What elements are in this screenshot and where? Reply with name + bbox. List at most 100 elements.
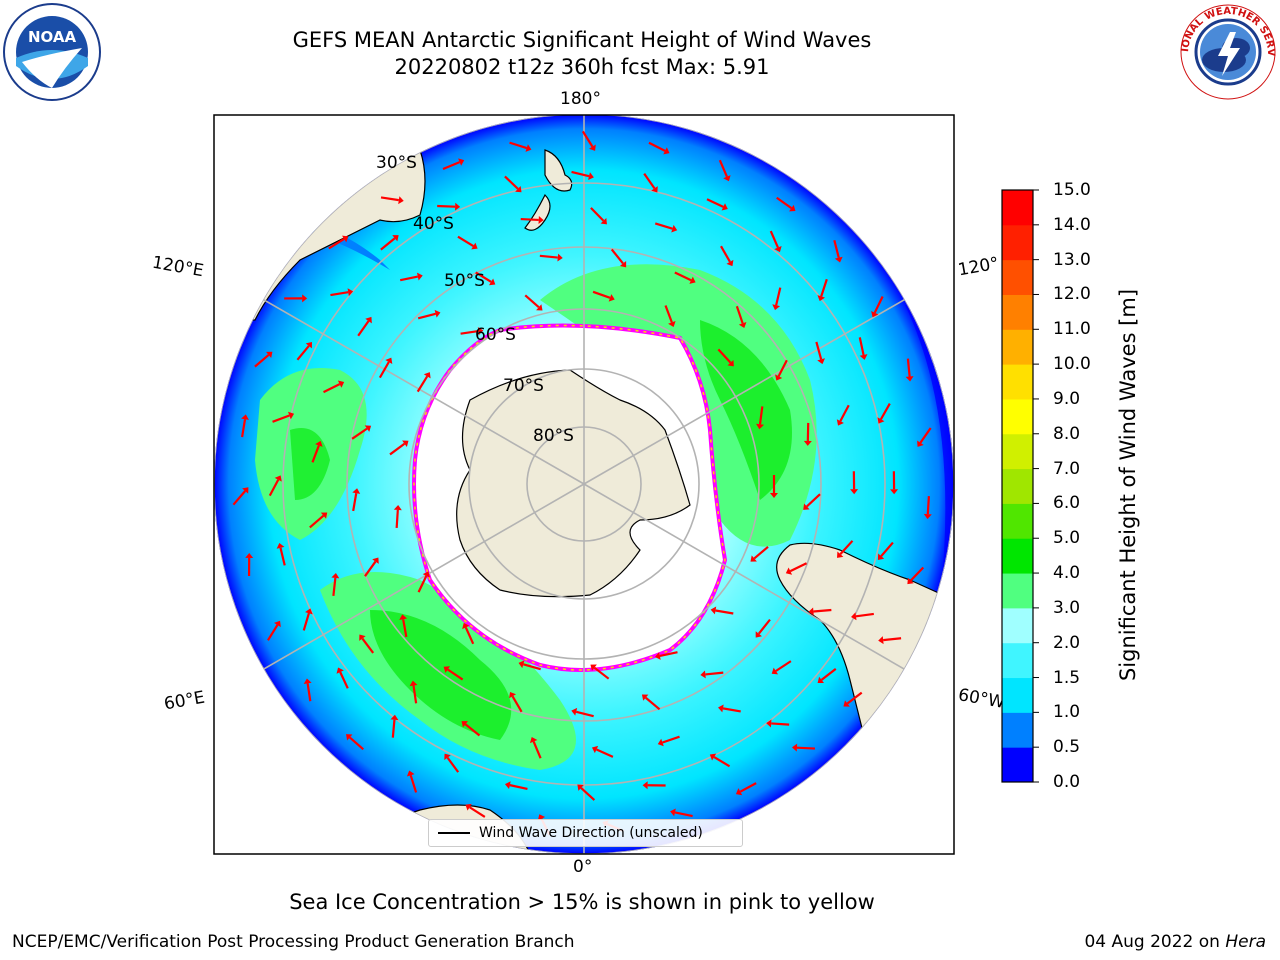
sea-ice-region [412, 323, 728, 672]
colorbar-segment [1002, 642, 1033, 679]
wave-direction-arrow [750, 545, 769, 562]
wave-direction-arrow [755, 618, 771, 638]
wave-direction-arrow [331, 572, 340, 596]
wave-direction-arrow [352, 488, 361, 512]
wave-direction-arrow [808, 607, 832, 616]
wave-direction-arrow [890, 471, 899, 495]
wave-direction-arrow [336, 667, 349, 689]
wave-direction-arrow [460, 327, 484, 336]
wave-direction-arrow [718, 704, 741, 713]
wave-direction-arrow [359, 634, 375, 654]
wave-direction-arrow [664, 305, 676, 328]
colorbar-tick-label: 14.0 [1053, 214, 1091, 235]
chart-subtitle: 20220802 t12z 360h fcst Max: 5.91 [394, 55, 770, 79]
footer-date: 04 Aug 2022 on Hera [1084, 932, 1266, 952]
wave-direction-arrow [266, 620, 281, 641]
footer-host: Hera [1225, 932, 1266, 952]
wave-direction-arrow [770, 475, 778, 498]
map-legend: Wind Wave Direction (unscaled) [428, 819, 743, 847]
wave-direction-arrow [877, 403, 891, 424]
wave-direction-arrow [817, 667, 837, 684]
wave-direction-arrow [378, 357, 393, 379]
wave-direction-arrow [330, 288, 354, 297]
wave-direction-arrow [465, 803, 486, 818]
colorbar-tick-label: 2.0 [1053, 632, 1081, 653]
wave-direction-arrow [771, 660, 792, 675]
wave-direction-arrow [346, 734, 365, 751]
colorbar-tick-label: 13.0 [1053, 249, 1091, 270]
wave-direction-arrow [803, 493, 821, 510]
colorbar-tick-label: 4.0 [1053, 563, 1081, 584]
wave-direction-arrow [518, 660, 541, 671]
wave-direction-arrow [917, 427, 932, 447]
wave-direction-arrow [878, 636, 902, 645]
wave-direction-arrow [417, 309, 441, 320]
antarctica [456, 369, 691, 598]
wave-direction-arrow [590, 207, 607, 225]
colorbar-tick-label: 1.0 [1053, 702, 1081, 723]
wave-direction-arrow [776, 196, 796, 212]
wave-direction-arrow [357, 316, 372, 337]
colorbar-tick-label: 7.0 [1053, 458, 1081, 479]
wave-direction-arrow [437, 202, 461, 211]
noaa-logo: NOAA [3, 3, 101, 101]
wave-direction-arrow [571, 170, 594, 181]
colorbar-tick-label: 1.5 [1053, 667, 1081, 688]
colorbar-segment [1002, 398, 1033, 435]
wave-direction-arrow [380, 196, 404, 205]
colorbar-tick-label: 9.0 [1053, 388, 1081, 409]
wave-direction-arrow [529, 736, 542, 759]
colorbar-segment [1002, 468, 1033, 504]
wave-direction-arrow [524, 294, 543, 311]
lat-label-60s: 60°S [475, 325, 516, 345]
legend-line-swatch [438, 832, 470, 834]
wave-direction-arrow [775, 359, 788, 381]
wave-direction-arrow [393, 504, 402, 528]
colorbar-segment [1002, 259, 1033, 295]
wave-direction-arrow [509, 141, 532, 152]
wave-direction-arrow [700, 670, 724, 679]
graticule [214, 115, 954, 854]
wave-direction-arrow [409, 680, 418, 704]
wave-direction-arrow [858, 337, 868, 360]
legend-label: Wind Wave Direction (unscaled) [479, 825, 703, 841]
wave-direction-arrow [709, 753, 731, 768]
wave-direction-arrow [272, 411, 295, 423]
colorbar-segment [1002, 294, 1033, 330]
wave-direction-arrow [520, 215, 544, 224]
colorbar-segment [1002, 433, 1033, 470]
wave-direction-arrow [851, 612, 874, 621]
colorbar-segment [1002, 364, 1033, 400]
colorbar-tick-label: 5.0 [1053, 528, 1081, 549]
wave-direction-arrow [803, 422, 812, 446]
wave-direction-arrow [577, 784, 596, 801]
wave-direction-arrow [923, 496, 932, 520]
wave-direction-arrow [591, 745, 614, 758]
wave-direction-arrow [245, 552, 254, 576]
colorbar [1001, 189, 1039, 783]
colorbar-frame [1001, 189, 1034, 783]
wave-direction-arrow [399, 614, 408, 638]
colorbar-tick-label: 3.0 [1053, 597, 1081, 618]
wave-direction-arrow [735, 782, 757, 796]
wave-direction-arrow [311, 440, 323, 463]
wave-direction-arrow [610, 248, 627, 268]
wave-direction-arrow [581, 130, 596, 151]
wave-direction-arrow [706, 198, 728, 211]
colorbar-tick-label: 0.0 [1053, 772, 1081, 792]
wave-direction-arrow [710, 606, 734, 615]
wave-direction-arrow [509, 691, 523, 713]
wave-direction-arrow [674, 271, 696, 284]
colorbar-tick-label: 12.0 [1053, 284, 1091, 305]
wave-direction-arrow [444, 753, 460, 773]
colorbar-segment [1002, 747, 1033, 783]
wave-direction-arrow [769, 230, 782, 253]
wave-direction-arrow [390, 714, 399, 738]
wave-direction-arrow [443, 666, 464, 681]
footer-date-text: 04 Aug 2022 on [1084, 932, 1226, 952]
wave-direction-arrow [735, 305, 747, 329]
wave-direction-arrow [539, 253, 563, 262]
colorbar-segment [1002, 538, 1033, 574]
colorbar-title: Significant Height of Wind Waves [m] [1116, 288, 1140, 682]
wave-direction-arrow [641, 694, 661, 711]
